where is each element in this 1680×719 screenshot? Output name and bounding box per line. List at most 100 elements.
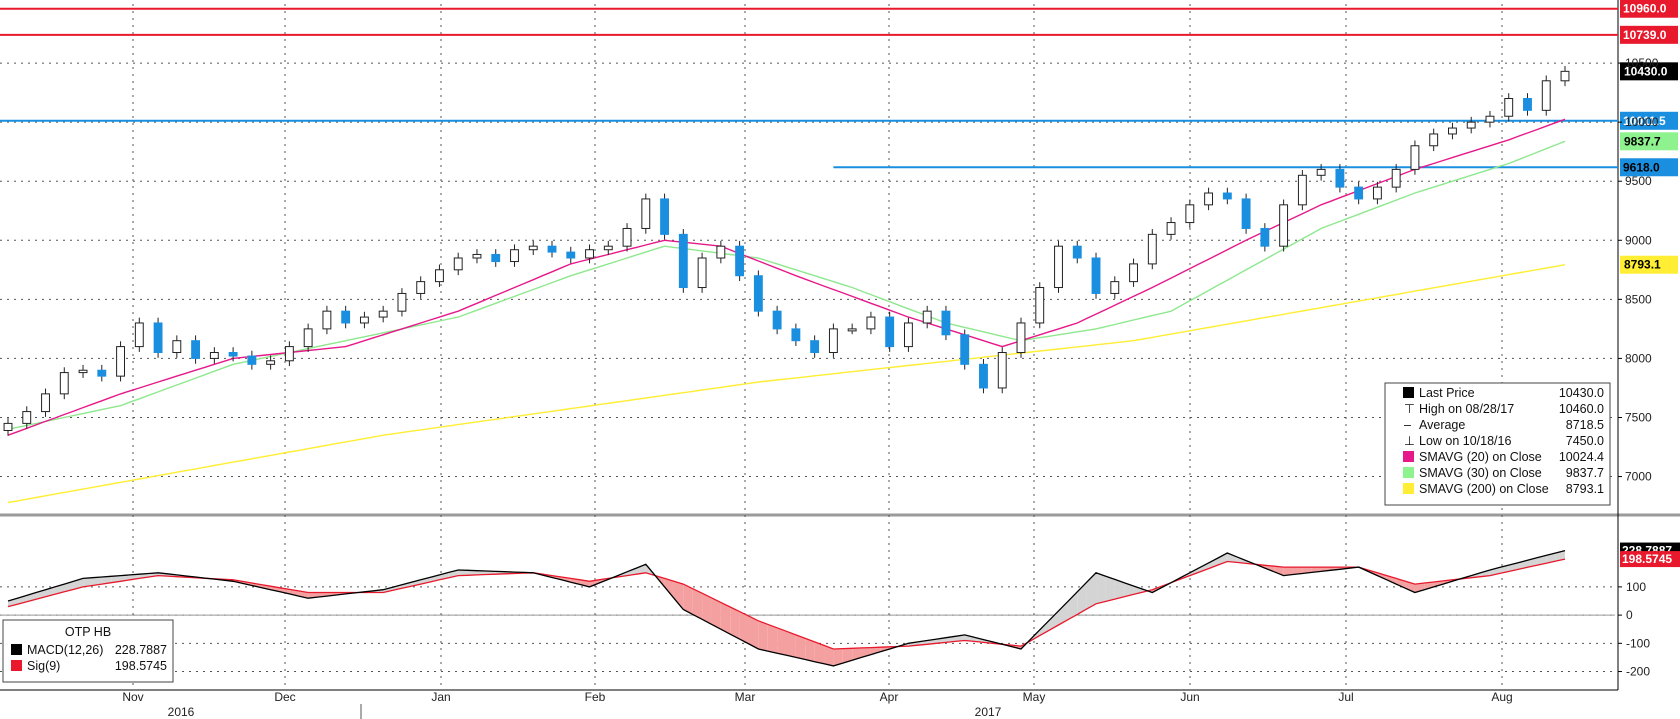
candle-up <box>903 322 913 348</box>
macd-legend-label: Sig(9) <box>27 659 60 673</box>
macd-fill <box>1105 576 1115 602</box>
support-tag-label: 9618.0 <box>1623 160 1660 174</box>
axes: 7000 7500 8000 8500 9000 9500 10000 10500 100 0 -1… <box>122 56 1659 719</box>
legend-label: SMAVG (30) on Close <box>1419 466 1542 480</box>
value-tag-label: 9837.7 <box>1624 134 1661 148</box>
reference-tag-label: 10011.5 <box>1623 114 1666 128</box>
candle-down <box>1241 198 1251 229</box>
legend-swatch <box>1403 483 1414 494</box>
macd-fill <box>1114 579 1125 600</box>
macd-fill <box>720 602 731 635</box>
macd-fill <box>1067 591 1078 620</box>
reference-tag-label: 10739.0 <box>1623 28 1667 42</box>
macd-fill <box>401 582 412 589</box>
candle-up <box>1147 233 1157 265</box>
macd-fill <box>664 578 674 599</box>
month-label: Jun <box>1180 690 1199 704</box>
legend-label: SMAVG (20) on Close <box>1419 450 1542 464</box>
macd-fill <box>730 606 740 640</box>
candle-up <box>1316 168 1326 176</box>
candle-up <box>585 249 594 259</box>
candle-up <box>1110 281 1120 294</box>
candle-down <box>979 363 988 389</box>
value-tag-label: 8793.1 <box>1624 258 1661 272</box>
value-tag-label: 10430.0 <box>1624 64 1668 78</box>
macd-fill <box>1189 567 1200 576</box>
macd-fill <box>767 624 778 654</box>
candle-up <box>866 316 876 330</box>
candle-up <box>1560 70 1570 82</box>
macd-fill <box>411 579 421 587</box>
price-tick-label: 10000 <box>1625 115 1659 129</box>
moving-average-line <box>7 264 1566 504</box>
legend-marker: ⊤ <box>1404 402 1415 416</box>
candle-up <box>416 281 426 294</box>
macd-fill <box>795 634 806 660</box>
macd-fill <box>1096 572 1106 604</box>
candle-up <box>1372 186 1382 200</box>
price-tick-label: 7000 <box>1625 470 1652 484</box>
macd-legend-swatch <box>11 660 22 671</box>
legend-label: SMAVG (200) on Close <box>1419 482 1549 496</box>
candle-down <box>191 340 201 359</box>
candle-down <box>341 310 351 324</box>
candle-up <box>3 422 13 431</box>
macd-fill <box>777 627 787 656</box>
macd-fill <box>692 588 703 620</box>
month-label: Apr <box>880 690 899 704</box>
macd-fill <box>392 584 402 591</box>
legend-swatch <box>1403 451 1414 462</box>
candle-up <box>116 346 125 377</box>
legend-label: Last Price <box>1419 386 1475 400</box>
macd-fill <box>683 584 693 615</box>
candle-up <box>528 245 538 251</box>
legend-label: Low on 10/18/16 <box>1419 434 1511 448</box>
legend-value: 10460.0 <box>1559 402 1604 416</box>
macd-legend-value: 228.7887 <box>115 643 167 657</box>
candle-up <box>716 245 726 259</box>
macd-fill <box>636 564 646 575</box>
macd-fill <box>758 620 768 652</box>
candle-down <box>1072 245 1082 259</box>
macd-fill <box>1555 550 1565 562</box>
candle-up <box>1204 192 1214 206</box>
reference-tag-label: 10960.0 <box>1623 2 1667 16</box>
legends: Last Price 10430.0 ⊤ High on 08/28/17 10460.… <box>2 382 1611 683</box>
candle-up <box>453 257 463 271</box>
candle-down <box>1260 227 1270 247</box>
macd-fill <box>458 569 468 576</box>
month-label: Nov <box>122 690 143 704</box>
candle-down <box>735 245 745 277</box>
candle-up <box>847 328 857 332</box>
candle-down <box>1091 257 1101 294</box>
candle-up <box>1297 174 1307 206</box>
reference-tag <box>1620 111 1678 130</box>
candle-up <box>1054 245 1063 289</box>
candle-down <box>547 245 557 253</box>
macd-tick-label: -200 <box>1626 665 1650 679</box>
legend-value: 10024.4 <box>1559 450 1604 464</box>
candle-down <box>1335 168 1345 188</box>
candle-up <box>322 310 332 330</box>
price-tick-label: 7500 <box>1625 410 1652 424</box>
macd-fill <box>1274 566 1284 576</box>
macd-fill <box>814 641 825 664</box>
reference-tag <box>1620 0 1678 18</box>
macd-fill <box>702 593 712 625</box>
reference-tag <box>1620 25 1678 44</box>
legend-value: 10430.0 <box>1559 386 1604 400</box>
month-label: Jul <box>1338 690 1353 704</box>
candle-up <box>1466 121 1476 129</box>
macd-fill <box>1433 580 1444 587</box>
candle-up <box>435 269 444 283</box>
macd-fill <box>964 634 975 642</box>
candle-up <box>284 346 294 362</box>
candle-up <box>266 360 276 365</box>
macd-fill <box>580 579 590 587</box>
macd-fill <box>805 638 815 662</box>
macd-fill <box>833 648 843 666</box>
macd-fill <box>824 645 834 666</box>
candle-up <box>378 310 388 318</box>
candle-up <box>209 352 219 359</box>
